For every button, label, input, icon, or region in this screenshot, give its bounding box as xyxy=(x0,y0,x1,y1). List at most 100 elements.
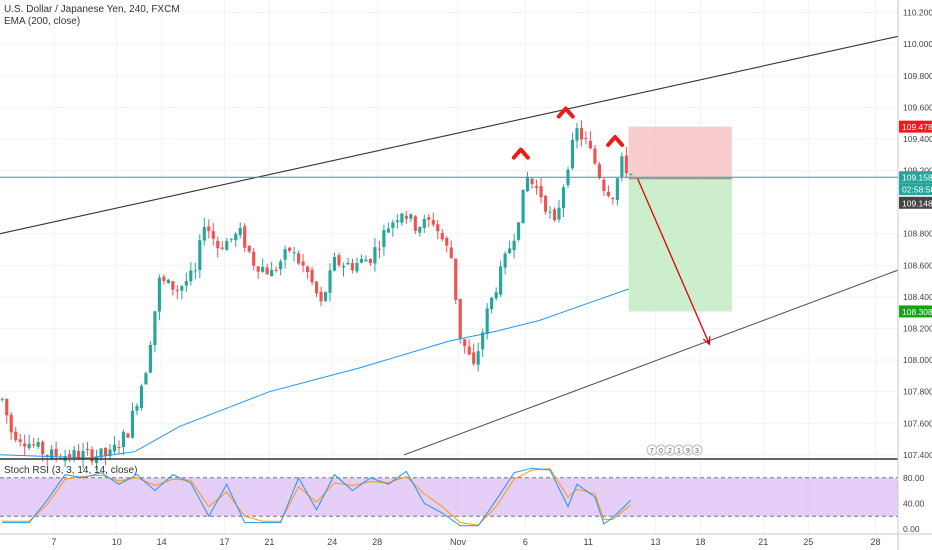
candle-body xyxy=(445,237,449,246)
time-tick-label: 13 xyxy=(651,537,661,547)
candle-body xyxy=(234,234,238,241)
stoch-rsi-pane: 80.00 40.00 0.00 xyxy=(0,467,925,534)
candle-body xyxy=(153,311,157,346)
candle-body xyxy=(418,227,422,233)
candle-body xyxy=(184,281,188,286)
candle-body xyxy=(50,449,54,459)
event-badge-label: 1 xyxy=(677,448,681,455)
candle-body xyxy=(319,291,323,302)
candle-body xyxy=(615,178,619,200)
candle-body xyxy=(198,240,202,271)
candle-body xyxy=(570,139,575,169)
stop-price-tag-bg xyxy=(899,120,932,133)
candle-body xyxy=(301,261,305,266)
lower-trendline[interactable] xyxy=(403,269,899,456)
candle-body xyxy=(427,217,431,220)
time-tick-label: 14 xyxy=(157,537,167,547)
event-badge[interactable] xyxy=(691,444,703,456)
candle-body xyxy=(400,213,404,223)
time-tick-label: 28 xyxy=(372,537,382,547)
candlestick-series xyxy=(0,120,633,470)
time-tick-label: 24 xyxy=(327,537,337,547)
price-tick-label: 108.000 xyxy=(903,355,932,365)
time-tick-label: 17 xyxy=(219,537,229,547)
price-tags: 109.478 109.158 02:58:58 109.148 108.308 xyxy=(899,120,932,318)
price-tick-label: 110.200 xyxy=(903,8,932,18)
upper-trendline[interactable] xyxy=(0,35,899,235)
price-tick-label: 109.400 xyxy=(903,134,932,144)
candle-body xyxy=(211,231,215,239)
price-tick-label: 108.800 xyxy=(903,229,932,239)
candle-body xyxy=(279,261,283,270)
time-tick-label: 21 xyxy=(264,537,274,547)
candle-body xyxy=(422,218,426,228)
candle-body xyxy=(377,248,381,250)
price-tick-label: 109.200 xyxy=(903,166,932,176)
candle-body xyxy=(288,247,292,251)
arrow-shaft[interactable] xyxy=(636,178,711,345)
candle-body xyxy=(364,259,368,262)
candle-body xyxy=(593,148,597,164)
candle-body xyxy=(341,265,346,268)
candle-body xyxy=(490,297,494,310)
candle-body xyxy=(310,269,314,283)
position-zones[interactable] xyxy=(628,126,732,312)
peak-marker xyxy=(511,147,530,160)
candle-body xyxy=(0,398,4,400)
candle-body xyxy=(148,344,152,373)
candle-body xyxy=(526,177,530,192)
candle-body xyxy=(517,222,521,240)
candle-body xyxy=(476,351,480,365)
candle-body xyxy=(337,255,341,266)
candle-body xyxy=(77,451,81,459)
time-tick-label: 28 xyxy=(871,537,881,547)
candle-body xyxy=(117,447,121,449)
candle-body xyxy=(229,238,233,240)
candle-body xyxy=(256,266,260,272)
candle-body xyxy=(189,270,193,282)
candle-body xyxy=(175,290,179,292)
oscillator-title: Stoch RSI (3, 3, 14, 14, close) xyxy=(4,465,137,476)
candle-body xyxy=(552,209,557,221)
candle-body xyxy=(386,228,390,233)
take-profit-zone[interactable] xyxy=(628,178,732,312)
candle-body xyxy=(126,433,130,438)
candle-body xyxy=(611,197,615,200)
price-tick-label: 107.400 xyxy=(903,450,932,460)
price-tick-label: 108.400 xyxy=(903,292,932,302)
event-badge-label: 7 xyxy=(650,448,654,455)
candle-body xyxy=(512,240,516,251)
candle-body xyxy=(9,414,13,433)
candle-body xyxy=(220,247,224,249)
candle-body xyxy=(494,292,498,299)
candle-body xyxy=(391,222,395,228)
candle-body xyxy=(373,247,377,264)
candle-body xyxy=(561,187,566,209)
candle-body xyxy=(481,332,485,350)
time-axis[interactable]: 7 10 14 17 21 24 28 Nov 6 11 13 18 21 25 28 xyxy=(51,537,880,547)
stoch-tick-label: 80.00 xyxy=(903,473,925,483)
candle-body xyxy=(431,220,435,225)
candle-body xyxy=(99,448,103,458)
stop-loss-zone[interactable] xyxy=(628,126,732,179)
candle-body xyxy=(328,270,332,293)
trendlines[interactable] xyxy=(0,35,899,456)
candle-body xyxy=(292,252,296,254)
projection-arrow[interactable] xyxy=(636,178,711,346)
candle-body xyxy=(225,240,229,251)
candle-body xyxy=(14,431,18,441)
candle-body xyxy=(588,140,593,149)
candle-body xyxy=(440,233,444,240)
candle-body xyxy=(597,164,601,179)
current-price-tag: 109.158 xyxy=(902,173,932,183)
countdown-tag: 02:58:58 xyxy=(902,185,932,195)
candle-body xyxy=(395,220,399,222)
price-axis[interactable]: 110.200 110.000 109.800 109.600 109.400 109.2… xyxy=(903,8,932,460)
stoch-d-line xyxy=(2,468,632,526)
candle-body xyxy=(382,230,386,248)
candle-body xyxy=(472,352,476,364)
candle-body xyxy=(90,449,94,462)
